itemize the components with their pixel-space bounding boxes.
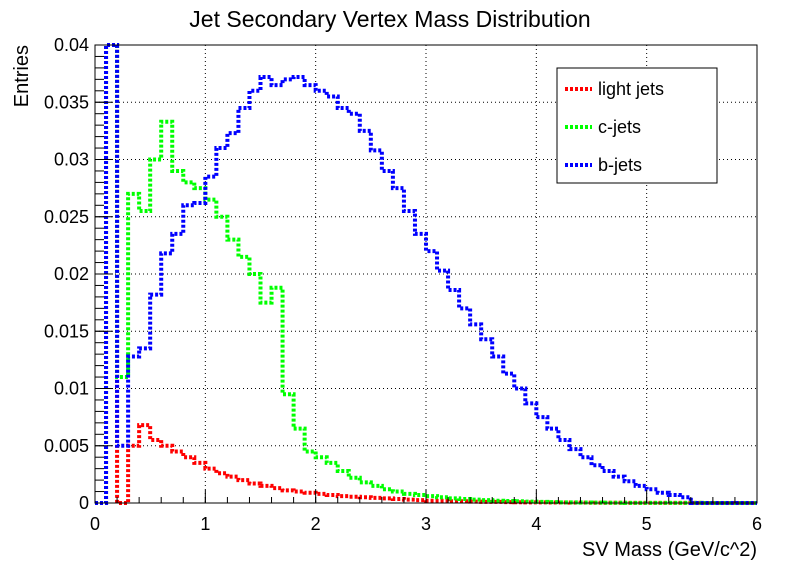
x-tick-label: 2 [311,514,321,534]
x-tick-label: 4 [531,514,541,534]
legend: light jets c-jets b-jets [556,67,718,184]
x-tick-labels: 0 1 2 3 4 5 6 [90,514,762,534]
x-tick-label: 0 [90,514,100,534]
x-tick-label: 5 [642,514,652,534]
y-tick-label: 0.02 [54,264,89,284]
x-tick-label: 1 [200,514,210,534]
x-tick-label: 3 [421,514,431,534]
y-tick-labels: 0 0.005 0.01 0.015 0.02 0.025 0.03 0.035 0.04 [44,35,89,513]
x-axis-label: SV Mass (GeV/c^2) [582,539,757,561]
series-b-jets-line [95,43,757,505]
legend-label-b-jets: b-jets [598,155,642,175]
legend-label-light-jets: light jets [598,79,664,99]
y-tick-label: 0.015 [44,321,89,341]
y-tick-label: 0.01 [54,379,89,399]
chart-title: Jet Secondary Vertex Mass Distribution [189,6,590,32]
axis-ticks [94,44,758,504]
y-tick-label: 0.025 [44,207,89,227]
legend-label-c-jets: c-jets [598,117,641,137]
legend-box [556,67,718,184]
x-tick-label: 6 [752,514,762,534]
y-tick-label: 0.035 [44,92,89,112]
y-tick-label: 0 [79,493,89,513]
y-tick-label: 0.03 [54,150,89,170]
y-axis-label: Entries [11,45,33,107]
y-tick-label: 0.005 [44,436,89,456]
y-tick-label: 0.04 [54,35,89,55]
